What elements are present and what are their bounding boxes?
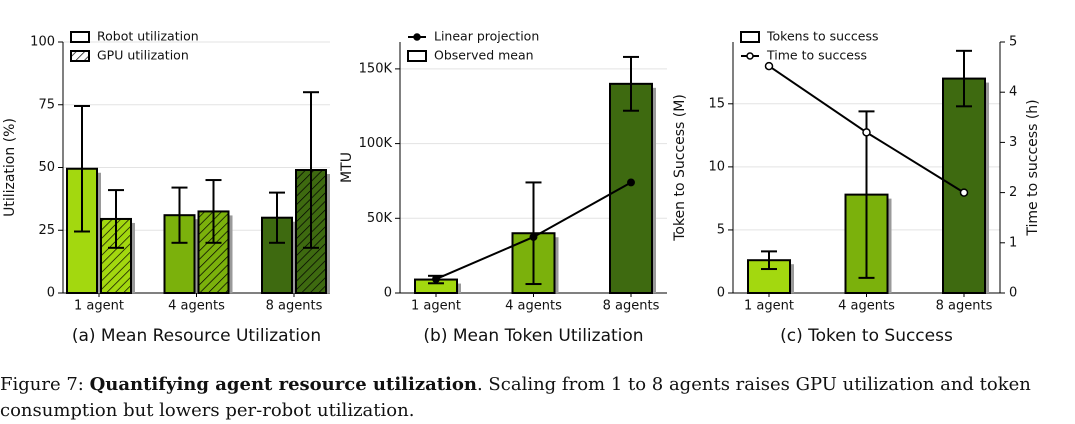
y-tick-label: 50 bbox=[38, 160, 55, 175]
legend-swatch bbox=[407, 50, 427, 62]
bar bbox=[942, 77, 986, 294]
legend-swatch bbox=[70, 31, 90, 43]
legend-swatch bbox=[740, 31, 760, 43]
error-bar bbox=[74, 105, 90, 233]
x-tick-label: 8 agents bbox=[266, 299, 323, 314]
bar bbox=[609, 82, 653, 295]
y-tick-label: 50K bbox=[367, 211, 393, 226]
legend-label: Robot utilization bbox=[97, 29, 199, 44]
line-point bbox=[959, 188, 969, 197]
x-tick-label: 4 agents bbox=[505, 299, 562, 314]
bar bbox=[747, 259, 791, 294]
line-point bbox=[529, 233, 538, 241]
y-tick-label: 150K bbox=[359, 61, 393, 76]
x-tick-label: 4 agents bbox=[168, 299, 225, 314]
legend-marker bbox=[746, 52, 754, 60]
error-bar bbox=[108, 189, 124, 249]
error-bar bbox=[956, 49, 972, 108]
y2-tick-label: 5 bbox=[1009, 35, 1017, 50]
line-point bbox=[432, 275, 440, 284]
y2-axis-label: Time to success (h) bbox=[1025, 99, 1041, 236]
legend-label: Linear projection bbox=[434, 29, 539, 44]
y2-tick-label: 2 bbox=[1009, 185, 1017, 200]
line-point bbox=[627, 178, 635, 187]
y-tick-label: 15 bbox=[708, 96, 725, 111]
y2-tick-label: 0 bbox=[1009, 286, 1017, 301]
x-tick-label: 1 agent bbox=[744, 299, 794, 314]
y-axis-label: Utilization (%) bbox=[2, 118, 18, 217]
legend-label: Time to success bbox=[766, 48, 867, 63]
caption: Figure 7: Quantifying agent resource uti… bbox=[0, 372, 1070, 424]
legend-label: Observed mean bbox=[434, 48, 534, 63]
y-tick-label: 5 bbox=[717, 222, 725, 237]
y-tick-label: 0 bbox=[47, 286, 55, 301]
y-tick-label: 0 bbox=[384, 286, 392, 301]
error-bar bbox=[761, 250, 777, 271]
x-tick-label: 8 agents bbox=[936, 299, 993, 314]
error-bar bbox=[303, 91, 319, 249]
caption-title: Quantifying agent resource utilization bbox=[89, 374, 477, 395]
legend-label: GPU utilization bbox=[97, 48, 189, 63]
x-tick-label: 1 agent bbox=[411, 299, 461, 314]
error-bar bbox=[171, 186, 188, 244]
x-tick-label: 8 agents bbox=[603, 299, 660, 314]
y-tick-label: 100K bbox=[359, 136, 393, 151]
x-tick-label: 1 agent bbox=[74, 299, 124, 314]
chart-title: (a) Mean Resource Utilization bbox=[72, 326, 321, 346]
error-bar bbox=[205, 179, 222, 244]
error-bar bbox=[623, 55, 639, 112]
error-bar bbox=[858, 110, 875, 279]
line-point bbox=[764, 61, 774, 71]
y-axis-label: MTU bbox=[339, 152, 355, 183]
chart-title: (c) Token to Success bbox=[780, 326, 953, 346]
x-tick-label: 4 agents bbox=[838, 299, 895, 314]
y-tick-label: 75 bbox=[38, 97, 55, 112]
y2-tick-label: 1 bbox=[1009, 235, 1017, 250]
chart-title: (b) Mean Token Utilization bbox=[423, 326, 643, 346]
y-axis-label: Token to Success (M) bbox=[672, 94, 688, 242]
y-tick-label: 0 bbox=[717, 286, 725, 301]
y-tick-label: 10 bbox=[708, 159, 725, 174]
legend-swatch bbox=[70, 50, 90, 62]
legend-marker bbox=[413, 33, 421, 41]
y2-tick-label: 4 bbox=[1009, 85, 1017, 100]
caption-text: . Scaling from 1 to 8 agents raises GPU … bbox=[0, 374, 1031, 421]
legend-label: Tokens to success bbox=[766, 29, 878, 44]
y-tick-label: 25 bbox=[38, 223, 55, 238]
y-tick-label: 100 bbox=[30, 35, 55, 50]
y2-tick-label: 3 bbox=[1009, 135, 1017, 150]
error-bar bbox=[269, 191, 285, 244]
caption-label: Figure 7: bbox=[0, 374, 84, 395]
line-point bbox=[862, 128, 871, 137]
bar bbox=[100, 217, 132, 294]
